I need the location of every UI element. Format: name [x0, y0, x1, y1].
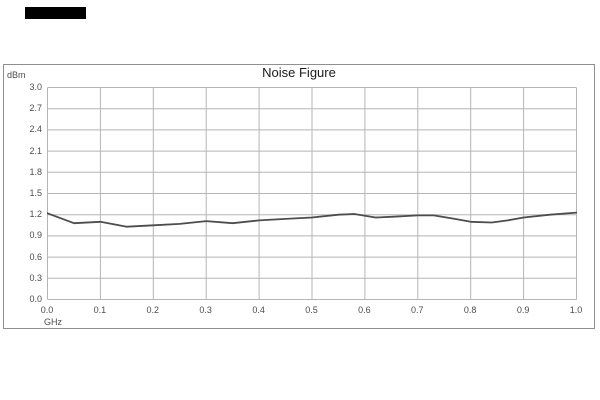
- x-tick-label: 0.7: [411, 305, 424, 315]
- y-tick-label: 1.5: [29, 188, 42, 198]
- x-tick-label: 0.6: [358, 305, 371, 315]
- y-tick-label: 2.7: [29, 103, 42, 114]
- y-axis-unit-label: dBm: [7, 70, 26, 80]
- x-tick-label: 0.9: [516, 305, 530, 315]
- top-left-black-bar: [25, 7, 86, 19]
- x-tick-label: 0.4: [252, 305, 265, 315]
- y-tick-label: 2.1: [29, 145, 42, 156]
- y-tick-label: 1.8: [29, 166, 42, 177]
- x-tick-label: 0.1: [93, 305, 107, 315]
- data-trace: [47, 211, 577, 228]
- y-tick-label: 0.9: [29, 230, 42, 241]
- y-tick-label: 1.2: [29, 209, 42, 220]
- x-tick-label: 0.8: [463, 305, 477, 315]
- x-tick-label: 0.3: [199, 305, 212, 315]
- chart-title: Noise Figure: [262, 65, 336, 80]
- y-tick-label: 2.4: [29, 124, 42, 135]
- y-tick-label: 0.3: [29, 272, 42, 283]
- x-tick-label: 0.2: [146, 305, 160, 315]
- x-axis-unit-label: GHz: [44, 317, 62, 327]
- chart-frame: [3, 64, 595, 329]
- y-tick-label: 3.0: [29, 82, 42, 92]
- x-tick-label: 1.0: [569, 305, 583, 315]
- plot-svg: [47, 87, 577, 300]
- x-tick-label: 0.5: [305, 305, 318, 315]
- y-tick-label: 0.0: [29, 294, 42, 304]
- y-tick-label: 0.6: [29, 251, 42, 262]
- x-tick-label: 0.0: [40, 305, 54, 315]
